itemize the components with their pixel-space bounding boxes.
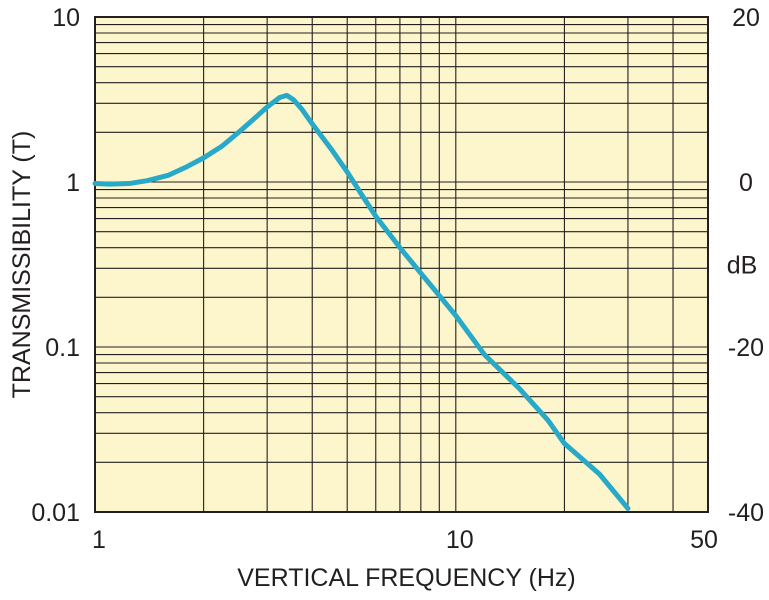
y-axis-title: TRANSMISSIBILITY (T) [8, 131, 36, 399]
y2-tick-label: -40 [728, 499, 764, 527]
y2-tick-label: 20 [732, 4, 760, 32]
x-tick-label: 10 [446, 526, 474, 554]
y-tick-label: 0.01 [31, 499, 80, 527]
plot-frame [94, 16, 709, 513]
y2-tick-label: 0 [739, 169, 753, 197]
x-tick-label: 50 [690, 526, 718, 554]
y-tick-label: 10 [52, 4, 80, 32]
tick-labels: 1 10 50 10 1 0.1 0.01 20 0 -20 -40 [31, 4, 764, 554]
y2-axis-unit: dB [727, 252, 758, 280]
y2-tick-label: -20 [728, 334, 764, 362]
transmissibility-curve [92, 92, 631, 511]
y-tick-label: 1 [66, 169, 80, 197]
y-tick-label: 0.1 [45, 334, 80, 362]
x-tick-label: 1 [92, 526, 106, 554]
plot-background [95, 17, 708, 512]
x-axis-title: VERTICAL FREQUENCY (Hz) [237, 564, 575, 592]
